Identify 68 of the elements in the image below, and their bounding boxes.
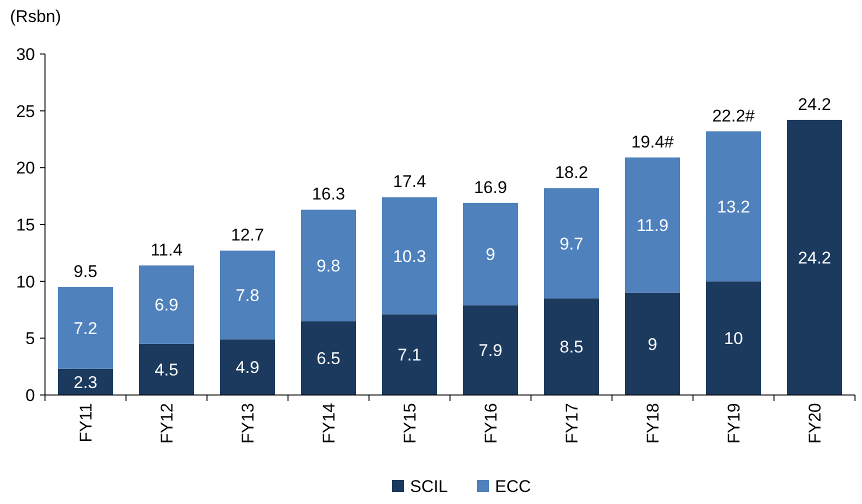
bar: [382, 197, 438, 314]
x-tick-label: FY18: [644, 403, 662, 444]
y-tick-label: 15: [16, 216, 35, 234]
bar: [624, 292, 680, 395]
x-tick-label: FY12: [158, 403, 176, 444]
bar: [300, 321, 356, 395]
bar: [58, 368, 114, 395]
bar: [544, 188, 600, 298]
data-label: 24.2: [798, 248, 832, 268]
annotation: 22.2#: [712, 106, 756, 126]
bar: [138, 344, 194, 395]
legend-label: ECC: [495, 477, 531, 496]
y-tick-label: 25: [16, 102, 35, 121]
x-tick-label: FY13: [238, 403, 258, 444]
data-label: 9: [648, 334, 658, 354]
total-label: 18.2: [554, 163, 588, 182]
x-tick-label: FY17: [562, 403, 582, 444]
y-tick-label: 0: [26, 386, 35, 405]
data-label: 11.9: [636, 216, 668, 236]
data-label: 13.2: [716, 197, 750, 216]
bar: [462, 202, 518, 306]
bar: [624, 157, 680, 293]
y-tick-label: 10: [16, 272, 35, 292]
bar: [462, 305, 518, 395]
data-label: 8.5: [560, 338, 584, 357]
data-label: 10.3: [392, 246, 426, 266]
bar: [786, 120, 842, 395]
bar: [544, 298, 600, 395]
x-tick-label: FY15: [400, 403, 420, 444]
bar: [300, 210, 356, 322]
x-tick-label: FY14: [320, 403, 338, 444]
data-label: 7.8: [236, 286, 260, 305]
data-label: 4.9: [236, 358, 260, 378]
y-tick-label: 20: [16, 158, 35, 178]
bar: [220, 250, 276, 340]
data-label: 7.2: [74, 318, 98, 338]
bar: [706, 281, 762, 395]
data-label: 9.8: [316, 256, 340, 276]
y-tick-label: 30: [16, 45, 35, 64]
bar: [220, 339, 276, 395]
total-label: 16.3: [312, 184, 346, 204]
bar: [706, 131, 762, 282]
data-label: 10: [724, 329, 743, 348]
total-label: 12.7: [230, 226, 264, 245]
x-tick-label: FY16: [482, 403, 500, 444]
annotation: 19.4#: [631, 132, 674, 152]
total-label: 24.2: [798, 94, 832, 114]
data-label: 6.5: [316, 349, 340, 368]
data-label: 4.5: [154, 360, 178, 380]
x-tick-label: FY20: [806, 403, 824, 444]
y-tick-label: 5: [26, 329, 35, 348]
x-tick-label: FY11: [76, 403, 96, 442]
data-label: 7.9: [478, 341, 502, 360]
bar: [138, 265, 194, 344]
data-label: 9.7: [560, 234, 584, 254]
total-label: 16.9: [474, 178, 508, 197]
data-label: 7.1: [398, 346, 422, 365]
total-label: 9.5: [74, 262, 98, 282]
y-axis-title: (Rsbn): [10, 7, 62, 26]
total-label: 17.4: [392, 172, 426, 192]
x-tick-label: FY19: [724, 403, 744, 444]
total-label: 11.4: [150, 240, 182, 260]
data-label: 9: [486, 245, 496, 264]
legend-label: SCIL: [410, 477, 448, 496]
bar: [58, 287, 114, 369]
data-label: 6.9: [154, 296, 178, 315]
data-label: 2.3: [74, 372, 98, 392]
bar: [382, 314, 438, 395]
